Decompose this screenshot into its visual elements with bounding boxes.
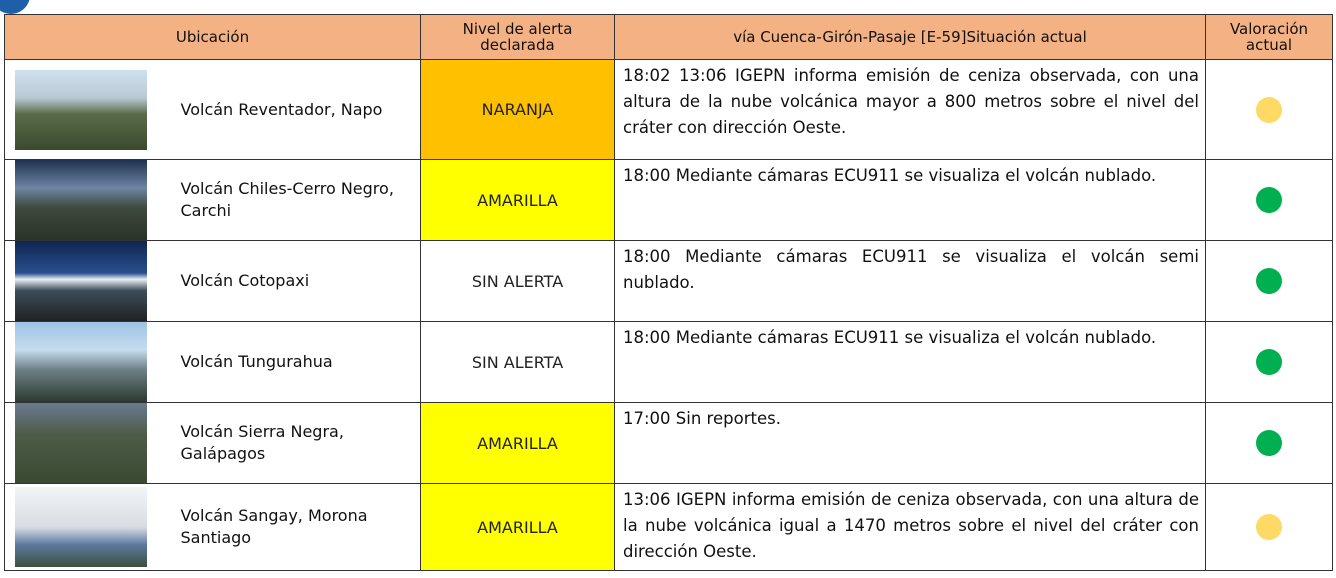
volcano-photo (15, 403, 147, 483)
status-dot (1256, 514, 1282, 540)
alert-level: AMARILLA (420, 159, 615, 241)
image-cell (4, 321, 177, 403)
alert-level: SIN ALERTA (420, 240, 615, 322)
status-dot (1256, 349, 1282, 375)
volcano-photo (15, 160, 147, 240)
situation: 18:00 Mediante cámaras ECU911 se visuali… (614, 321, 1206, 403)
location: Volcán Cotopaxi (176, 240, 421, 322)
assessment (1205, 59, 1333, 160)
header-cell: Valoración actual (1205, 14, 1333, 60)
assessment (1205, 321, 1333, 403)
alert-level: AMARILLA (420, 402, 615, 484)
row: Volcán Chiles-Cerro Negro, Carchi AMARILL… (4, 159, 1333, 241)
situation: 18:02 13:06 IGEPN informa emisión de cen… (614, 59, 1206, 160)
location: Volcán Sangay, Morona Santiago (176, 483, 421, 571)
status-dot (1256, 187, 1282, 213)
assessment (1205, 483, 1333, 571)
header-cell: vía Cuenca-Girón-Pasaje [E-59]Situación … (614, 14, 1206, 60)
volcano-photo (15, 241, 147, 321)
header-cell: Nivel de alerta declarada (420, 14, 615, 60)
location: Volcán Tungurahua (176, 321, 421, 403)
logo (0, 0, 30, 14)
alert-level: AMARILLA (420, 483, 615, 571)
situation: 13:06 IGEPN informa emisión de ceniza ob… (614, 483, 1206, 571)
image-cell (4, 159, 177, 241)
status-dot (1256, 268, 1282, 294)
situation: 18:00 Mediante cámaras ECU911 se visuali… (614, 240, 1206, 322)
assessment (1205, 240, 1333, 322)
row: Volcán Cotopaxi SIN ALERTA 18:00 Mediante … (4, 240, 1333, 322)
alert-level: NARANJA (420, 59, 615, 160)
location: Volcán Sierra Negra, Galápagos (176, 402, 421, 484)
row: Volcán Sierra Negra, Galápagos AMARILLA 17… (4, 402, 1333, 484)
location: Volcán Reventador, Napo (176, 59, 421, 160)
situation: 17:00 Sin reportes. (614, 402, 1206, 484)
assessment (1205, 159, 1333, 241)
alert-level: SIN ALERTA (420, 321, 615, 403)
status-dot (1256, 430, 1282, 456)
row: Volcán Reventador, Napo NARANJA 18:02 13:0… (4, 59, 1333, 160)
image-cell (4, 240, 177, 322)
image-cell (4, 402, 177, 484)
row: Volcán Tungurahua SIN ALERTA 18:00 Mediant… (4, 321, 1333, 403)
situation: 18:00 Mediante cámaras ECU911 se visuali… (614, 159, 1206, 241)
header-row: Ubicación Nivel de alerta declarada vía … (4, 14, 1333, 60)
image-cell (4, 483, 177, 571)
volcano-photo (15, 322, 147, 402)
volcano-photo (15, 487, 147, 567)
location: Volcán Chiles-Cerro Negro, Carchi (176, 159, 421, 241)
row: Volcán Sangay, Morona Santiago AMARILLA 13… (4, 483, 1333, 571)
header-cell: Ubicación (4, 14, 421, 60)
assessment (1205, 402, 1333, 484)
status-dot (1256, 96, 1282, 123)
volcano-table: Ubicación Nivel de alerta declarada vía … (4, 14, 1333, 571)
image-cell (4, 59, 177, 160)
volcano-photo (15, 69, 147, 150)
